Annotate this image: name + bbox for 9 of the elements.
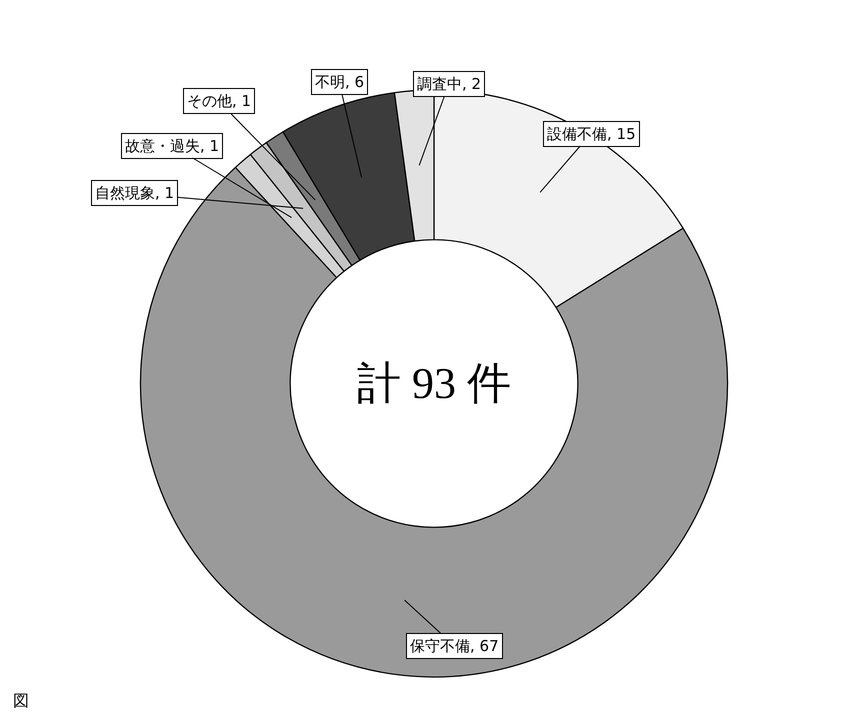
- text: 計 93 件: [357, 359, 511, 408]
- slice-label: 自然現象, 1: [95, 184, 174, 202]
- slice-label: 保守不備, 67: [410, 637, 499, 655]
- slice-label: 設備不備, 15: [547, 125, 636, 143]
- slice-label: 故意・過失, 1: [125, 137, 220, 155]
- slice-label: その他, 1: [187, 92, 252, 110]
- slice-label: 調査中, 2: [417, 75, 482, 93]
- slice-label: 不明, 6: [315, 73, 364, 91]
- text: 図: [13, 693, 29, 710]
